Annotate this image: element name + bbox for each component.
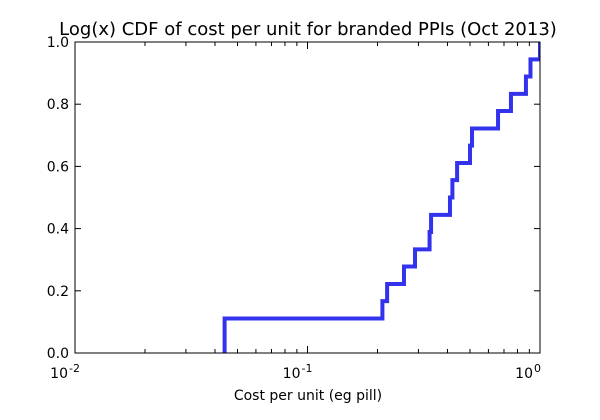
y-tick-label: 0.0 [47,346,69,362]
x-axis-label: Cost per unit (eg pill) [234,388,382,404]
y-tick-label: 0.8 [47,97,69,113]
x-tick-label-base: 10 [50,366,68,382]
x-tick-label: 10 0 [515,362,541,382]
y-tick-label: 1.0 [47,35,69,51]
x-tick-label-exponent: -1 [302,362,313,375]
plot-layer: 0.00.20.40.60.81.010 -2 10 -1 10 0 [47,35,541,382]
y-tick-label: 0.6 [47,159,69,175]
y-tick-label: 0.4 [47,222,69,238]
plot-frame [74,41,541,354]
chart-title: Log(x) CDF of cost per unit for branded … [59,19,557,40]
x-tick-label: 10 -1 [283,362,313,382]
x-tick-label-base: 10 [283,366,301,382]
y-tick-label: 0.2 [47,284,69,300]
x-tick-label-base: 10 [515,366,533,382]
x-tick-label: 10 -2 [50,362,80,382]
cdf-series-line [222,42,540,353]
x-tick-label-exponent: 0 [534,362,541,375]
x-tick-label-exponent: -2 [69,362,80,375]
